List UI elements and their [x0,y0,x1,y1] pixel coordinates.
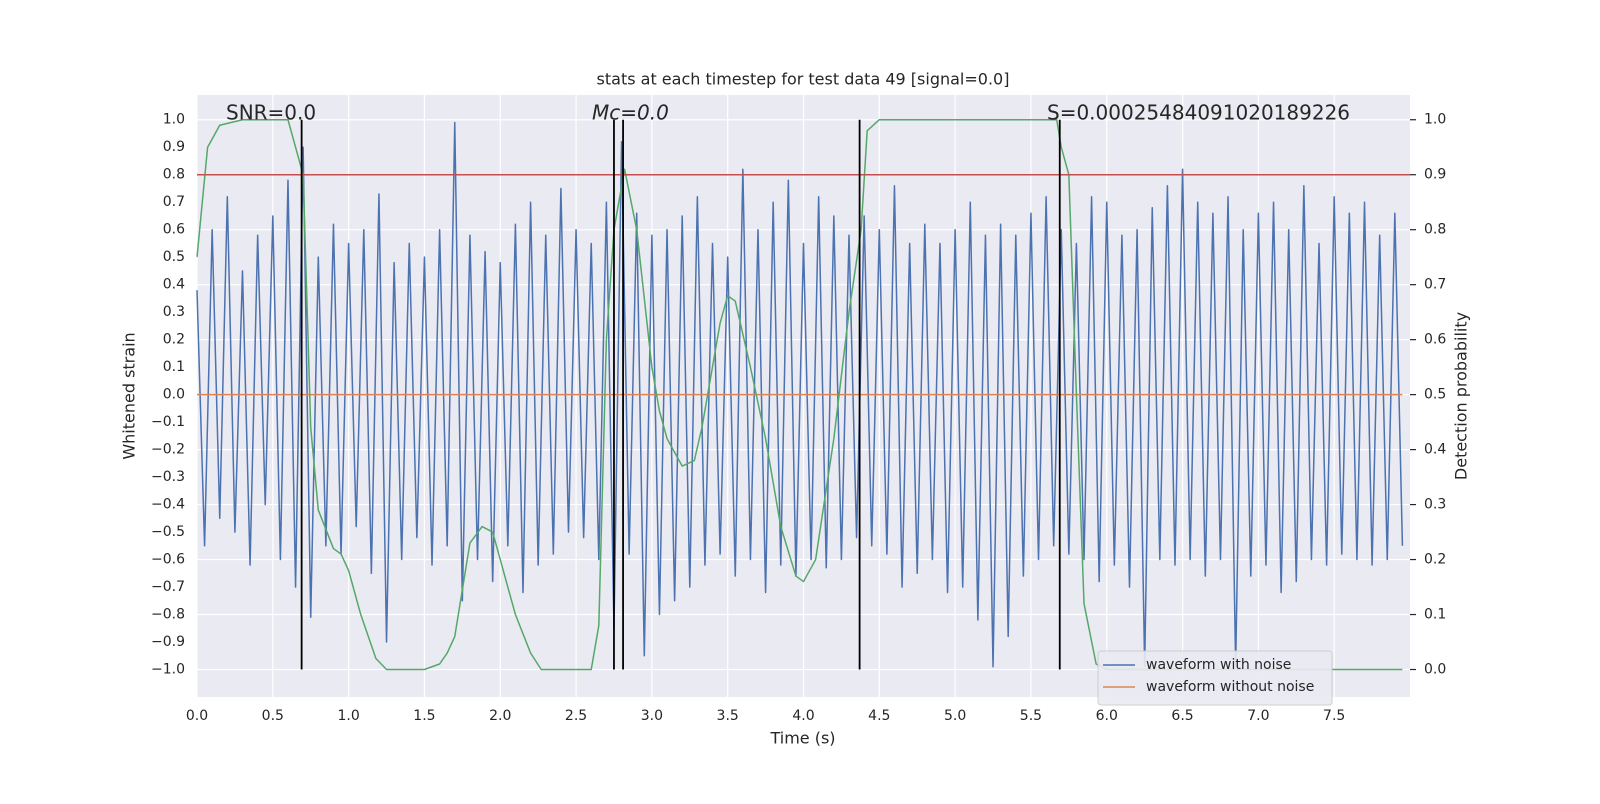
y-tick-label: 0.3 [163,304,185,320]
y-tick-label: −0.3 [151,469,185,485]
y2-tick-label: 0.1 [1424,607,1446,623]
x-tick-label: 1.5 [413,708,435,724]
y-tick-label: 0.6 [163,222,185,238]
y2-tick-label: 0.2 [1424,552,1446,568]
y-tick-label: −1.0 [151,662,185,678]
y2-tick-label: 0.3 [1424,497,1446,513]
annotation: S=0.00025484091020189226 [1047,101,1350,125]
legend-label: waveform with noise [1146,657,1291,673]
y2-tick-label: 0.9 [1424,167,1446,183]
y2-tick-label: 0.7 [1424,277,1446,293]
x-tick-label: 4.5 [868,708,890,724]
y2-tick-label: 0.8 [1424,222,1446,238]
y-tick-label: −0.4 [151,497,185,513]
y-tick-label: −0.6 [151,552,185,568]
y-tick-label: −0.7 [151,579,185,595]
x-tick-label: 2.0 [489,708,511,724]
y2-tick-label: 0.4 [1424,442,1446,458]
legend-label: waveform without noise [1146,679,1314,695]
legend-box [1097,650,1333,706]
y2-tick-label: 0.6 [1424,332,1446,348]
y-tick-label: 0.8 [163,167,185,183]
y2-tick-label: 0.0 [1424,662,1446,678]
y-tick-label: 0.2 [163,332,185,348]
y-tick-label: 0.9 [163,139,185,155]
series-line [196,118,1403,671]
y-axis-label: Whitened strain [120,332,139,459]
series-line [196,121,1404,668]
x-tick-label: 6.0 [1096,708,1118,724]
x-tick-label: 2.5 [565,708,587,724]
x-tick-label: 0.0 [186,708,208,724]
y2-axis-label: Detection probability [1452,312,1471,480]
x-tick-label: 6.5 [1171,708,1193,724]
annotation: SNR=0.0 [226,101,316,125]
x-axis-label: Time (s) [769,729,835,748]
y2-tick-label: 1.0 [1424,112,1446,128]
y-tick-label: 0.7 [163,194,185,210]
x-tick-label: 7.5 [1323,708,1345,724]
y-tick-label: 0.5 [163,249,185,265]
x-tick-label: 1.0 [337,708,359,724]
y-tick-label: −0.9 [151,634,185,650]
x-tick-label: 3.5 [717,708,739,724]
x-tick-label: 4.0 [792,708,814,724]
y-tick-label: 0.0 [163,387,185,403]
y-tick-label: −0.8 [151,607,185,623]
chart-title: stats at each timestep for test data 49 … [597,70,1010,89]
y2-tick-label: 0.5 [1424,387,1446,403]
x-tick-label: 0.5 [262,708,284,724]
y-tick-label: 0.4 [163,277,185,293]
y-tick-label: −0.2 [151,442,185,458]
x-tick-label: 3.0 [641,708,663,724]
y-tick-label: 0.1 [163,359,185,375]
marks [196,118,1410,671]
x-tick-label: 5.5 [1020,708,1042,724]
x-tick-label: 5.0 [944,708,966,724]
x-tick-label: 7.0 [1247,708,1269,724]
y-tick-label: −0.1 [151,414,185,430]
y-tick-label: 1.0 [163,112,185,128]
y-tick-label: −0.5 [151,524,185,540]
annotation: Mc=0.0 [592,101,669,125]
